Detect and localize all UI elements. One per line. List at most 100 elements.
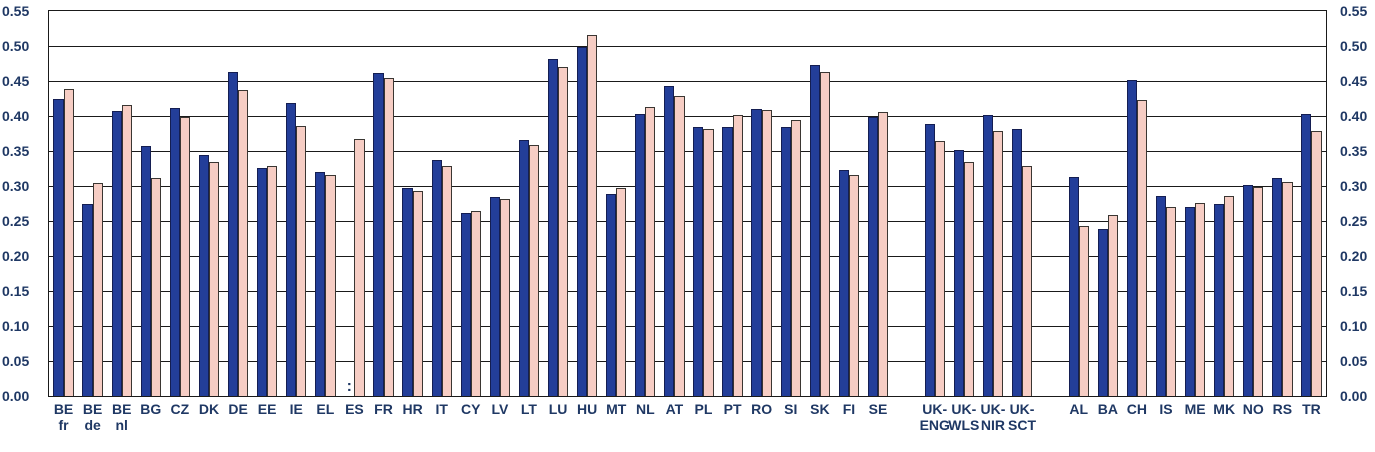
y-tick-label: 0.00 <box>1340 388 1368 404</box>
y-tick-label: 0.10 <box>2 318 30 334</box>
x-axis-label: PT <box>698 401 767 417</box>
x-axis-label: DK <box>174 401 243 417</box>
x-axis-label-line: CY <box>461 401 481 417</box>
x-axis-label-line: MK <box>1213 401 1236 417</box>
x-axis-label-line: HR <box>402 401 423 417</box>
bar-SE-pink-series <box>878 111 889 396</box>
x-axis-label: MK <box>1190 401 1259 417</box>
y-tick-label: 0.55 <box>1340 3 1368 19</box>
x-axis-label: BE de <box>58 401 127 433</box>
x-axis-label-line: UK- <box>1009 401 1035 417</box>
bar-TR-pink-series <box>1311 130 1322 396</box>
y-tick-label: 0.05 <box>1340 353 1368 369</box>
y-tick-label: 0.35 <box>2 143 30 159</box>
x-axis-label: CH <box>1102 401 1171 417</box>
bar-PL-dark-blue-series <box>693 126 704 396</box>
x-axis-label: NO <box>1219 401 1288 417</box>
x-axis-label-line: TR <box>1302 401 1321 417</box>
bar-AT-dark-blue-series <box>664 85 675 396</box>
x-axis-label: ME <box>1161 401 1230 417</box>
x-axis-label: FR <box>349 401 418 417</box>
x-axis-label: IS <box>1131 401 1200 417</box>
x-axis-label: SE <box>843 401 912 417</box>
bar-BE-de-pink-series <box>92 183 103 396</box>
x-axis-label-line: IE <box>289 401 303 417</box>
x-axis-label-line: UK- <box>980 401 1006 417</box>
x-axis-label: HU <box>553 401 622 417</box>
x-axis-label-line: de <box>84 417 101 433</box>
bar-DE-dark-blue-series <box>227 71 239 396</box>
x-axis-label-line: PL <box>694 401 713 417</box>
bar-IS-pink-series <box>1166 207 1177 396</box>
bar-ME-dark-blue-series <box>1184 207 1196 396</box>
bar-ES-pink-series <box>354 139 365 396</box>
x-axis-label-line: CZ <box>170 401 190 417</box>
x-axis-label-line: ES <box>345 401 364 417</box>
x-axis-label-line: LT <box>520 401 537 417</box>
missing-data-marker: : <box>346 378 352 395</box>
bar-IE-dark-blue-series <box>286 102 297 396</box>
x-axis-label: HR <box>378 401 447 417</box>
bar-DE-pink-series <box>238 90 249 396</box>
x-axis-label: EE <box>233 401 302 417</box>
x-axis-label: IT <box>407 401 476 417</box>
bar-LT-pink-series <box>528 144 540 396</box>
y-tick-label: 0.50 <box>2 38 30 54</box>
bar-RO-dark-blue-series <box>751 109 762 396</box>
bar-SE-dark-blue-series <box>867 117 879 396</box>
x-axis-label: DE <box>204 401 273 417</box>
y-tick-label: 0.40 <box>1340 108 1368 124</box>
x-axis-label: LV <box>465 401 534 417</box>
bar-PL-pink-series <box>703 128 714 396</box>
x-axis-label: ES <box>320 401 389 417</box>
gridline <box>49 186 1326 187</box>
bar-EL-dark-blue-series <box>315 172 326 396</box>
bar-EE-dark-blue-series <box>256 167 268 396</box>
x-axis-label-line: SI <box>784 401 798 417</box>
y-tick-label: 0.40 <box>2 108 30 124</box>
x-axis-label-line: NIR <box>980 417 1005 433</box>
bar-UK-SCT-dark-blue-series <box>1011 129 1022 396</box>
bar-HR-dark-blue-series <box>402 188 413 396</box>
y-tick-label: 0.55 <box>2 3 30 19</box>
bar-HU-pink-series <box>587 34 598 396</box>
bar-RO-pink-series <box>761 110 772 396</box>
x-axis-label: BE nl <box>87 401 156 433</box>
bar-IE-pink-series <box>296 125 307 396</box>
y-tick-label: 0.15 <box>2 283 30 299</box>
x-axis-label: UK- NIR <box>958 401 1027 433</box>
x-axis-label-line: WLS <box>948 417 980 433</box>
bar-CY-dark-blue-series <box>460 212 471 396</box>
bar-SI-pink-series <box>790 119 801 396</box>
bar-LV-pink-series <box>499 199 511 396</box>
x-axis-label-line: RS <box>1272 401 1293 417</box>
gridline <box>49 326 1326 327</box>
x-axis-label-line: UK- <box>951 401 977 417</box>
bar-FI-dark-blue-series <box>838 169 849 396</box>
bar-UK-NIR-dark-blue-series <box>982 114 993 396</box>
bar-MT-dark-blue-series <box>606 194 617 396</box>
x-axis-label: BG <box>116 401 185 417</box>
bar-UK-NIR-pink-series <box>992 130 1004 396</box>
y-tick-label: 0.20 <box>1340 248 1368 264</box>
bar-FR-pink-series <box>383 77 394 396</box>
bar-LU-dark-blue-series <box>547 58 559 396</box>
bar-HU-dark-blue-series <box>576 47 588 396</box>
bar-CH-dark-blue-series <box>1126 79 1137 396</box>
x-axis-label-line: NL <box>635 401 655 417</box>
bar-RS-dark-blue-series <box>1272 178 1283 396</box>
x-axis-label: FI <box>814 401 883 417</box>
x-axis-label: AT <box>640 401 709 417</box>
x-axis-label-line: BE <box>82 401 103 417</box>
bar-LT-dark-blue-series <box>518 139 529 396</box>
bar-PT-pink-series <box>732 114 743 396</box>
bar-IT-dark-blue-series <box>431 160 442 396</box>
x-axis-label-line: FI <box>842 401 856 417</box>
x-axis-label: SI <box>756 401 825 417</box>
bar-NO-pink-series <box>1253 187 1264 396</box>
gridline <box>49 116 1326 117</box>
bar-MK-dark-blue-series <box>1214 204 1225 396</box>
bar-BA-pink-series <box>1107 214 1118 396</box>
bar-AT-pink-series <box>674 96 685 396</box>
